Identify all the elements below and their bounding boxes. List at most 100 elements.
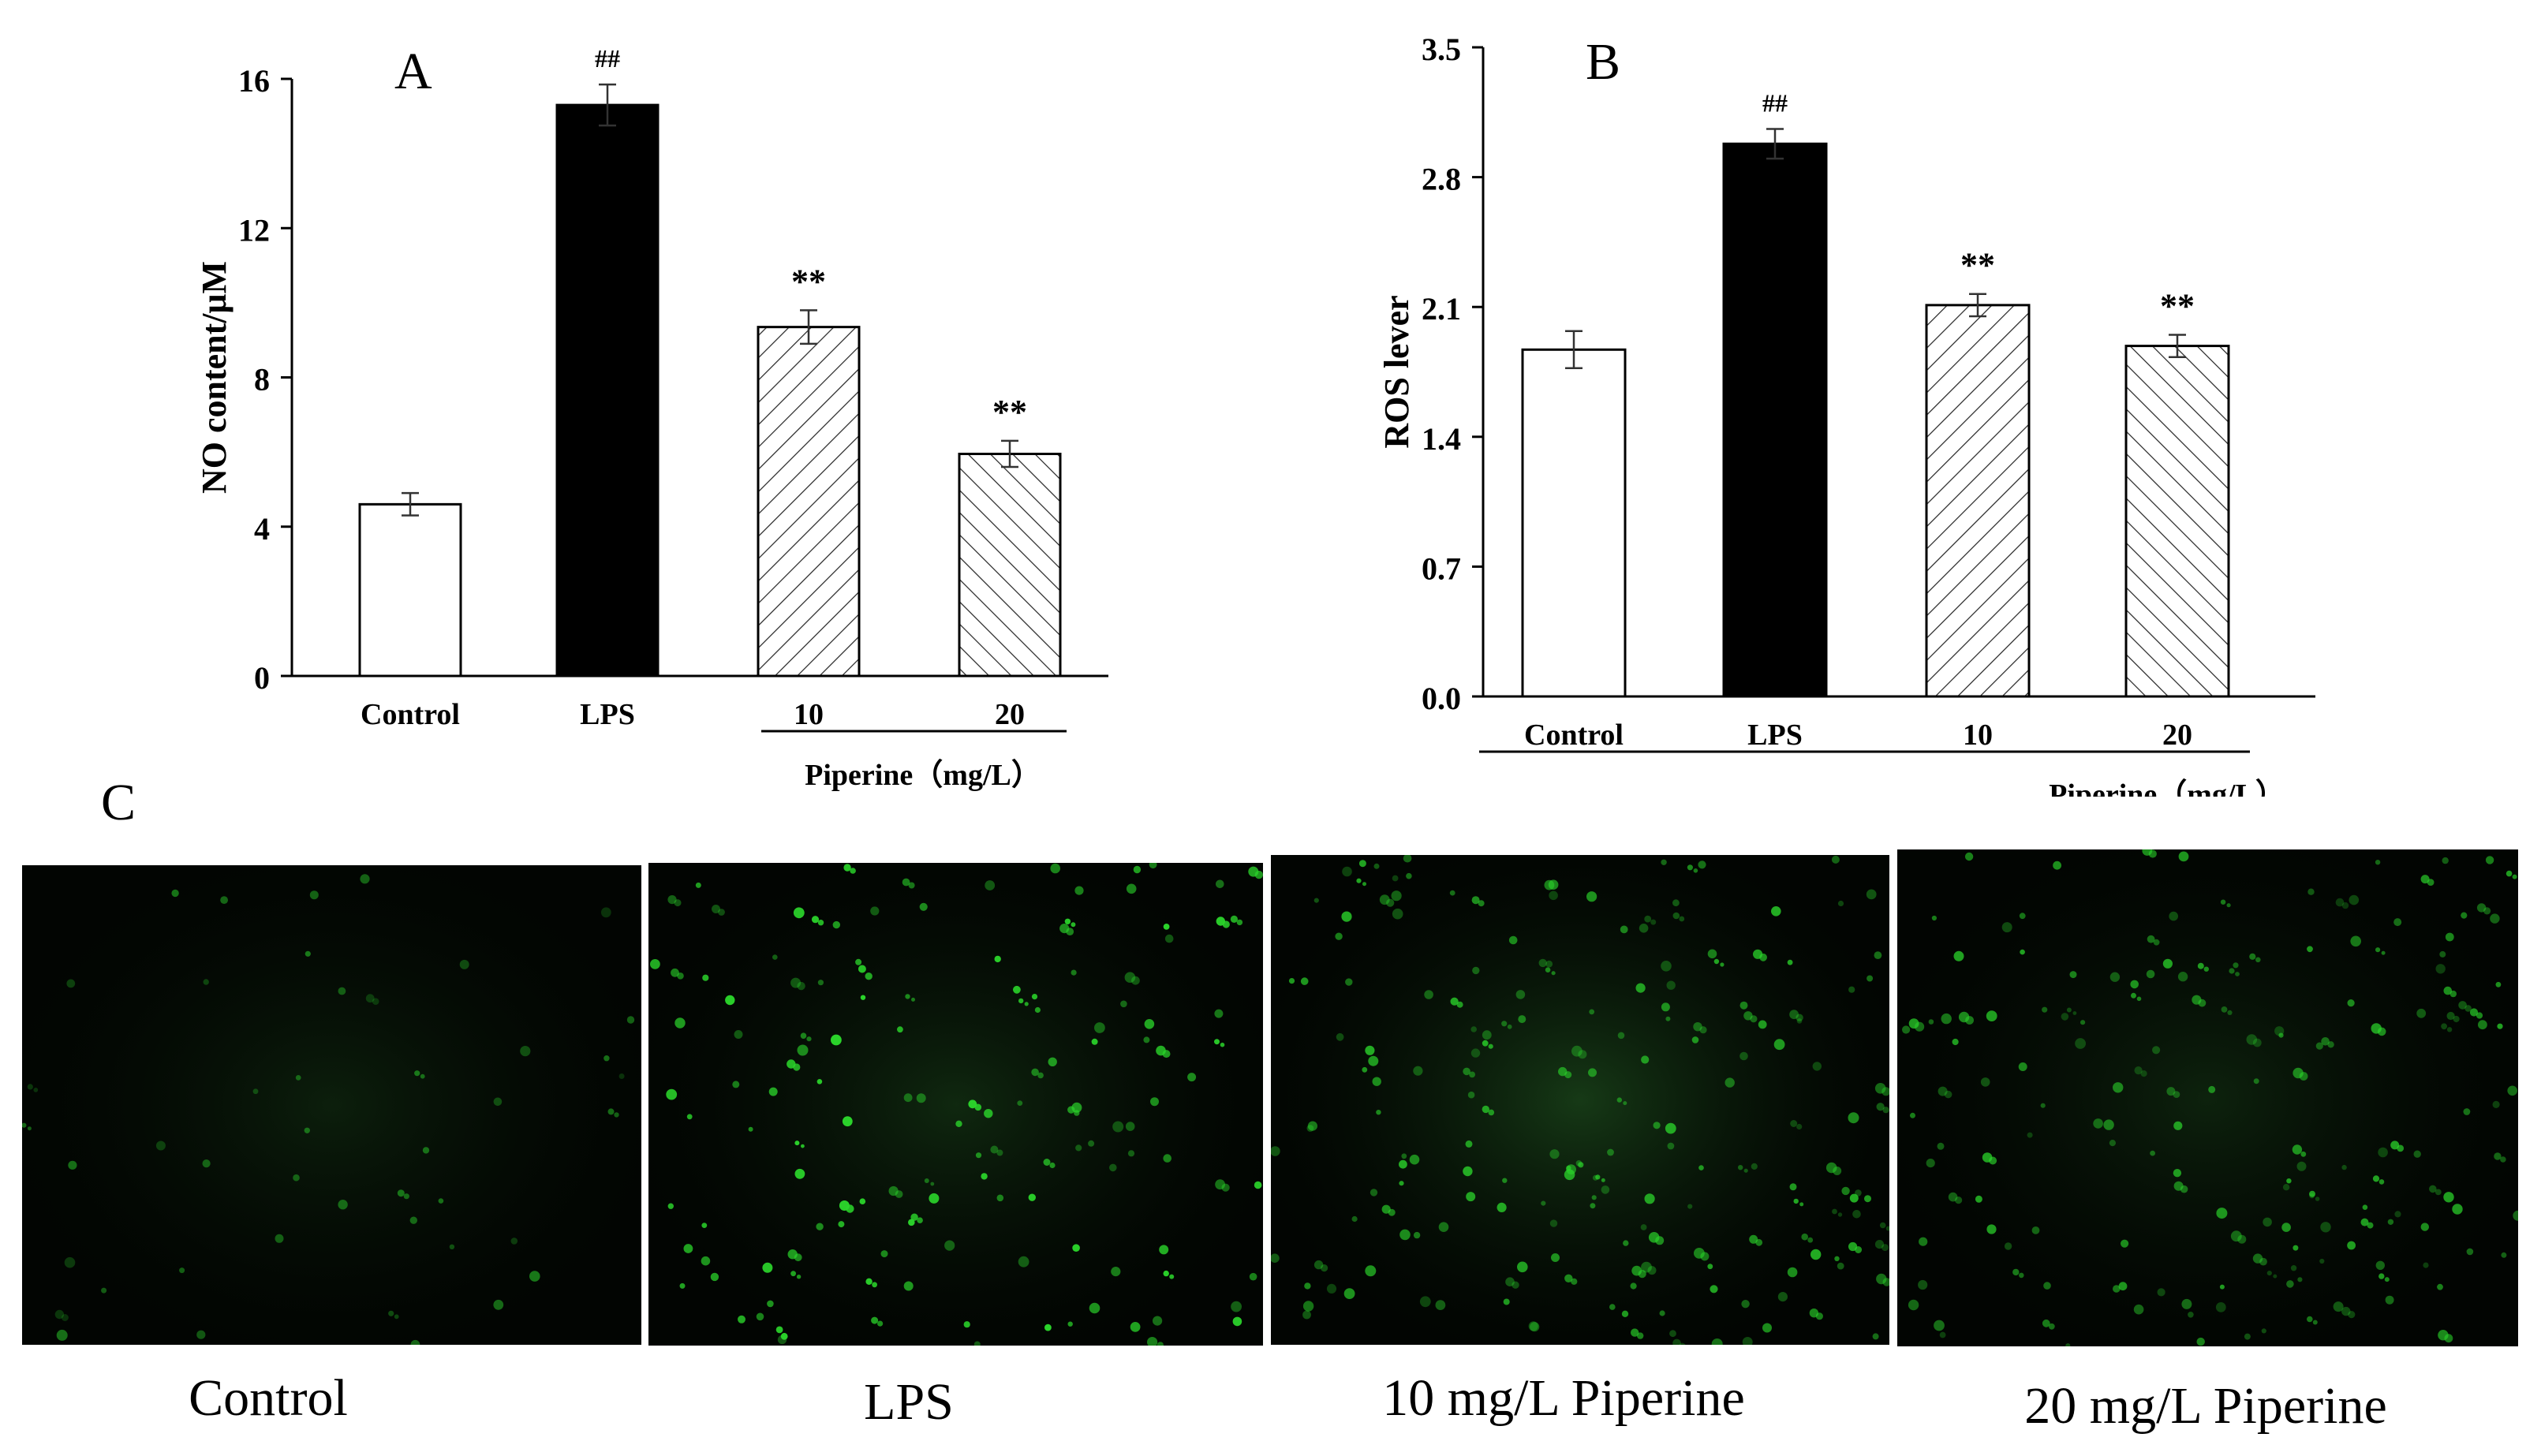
fluorescent-cell [618,1073,625,1079]
fluorescent-cell [2282,1184,2290,1191]
fluorescent-cell [1635,983,1646,993]
fluorescent-cell [1852,1210,1861,1219]
micrograph-image [1897,849,2518,1346]
fluorescent-cell [910,1213,918,1221]
fluorescent-cell [666,1088,678,1100]
x-tick-label: Control [361,698,460,731]
fluorescent-cell [793,907,805,919]
fluorescent-cell [1018,998,1024,1004]
fluorescent-cell [1463,1067,1470,1076]
fluorescent-cell [2360,1218,2369,1226]
fluorescent-cell [1149,863,1157,869]
significance-marker: ** [1960,246,1995,285]
fluorescent-cell [1362,1066,1368,1073]
fluorescent-cell [1307,1121,1317,1131]
chart-b: 0.0 0.7 1.4 2.1 2.8 3.5 ROS lever B Control ## LPS… [1377,32,2315,797]
fluorescent-cell [1659,1310,1665,1316]
fluorescent-cell [1653,1122,1661,1129]
fluorescent-cell [2362,1204,2368,1210]
fluorescent-cell [832,920,840,929]
fluorescent-cell [338,1200,348,1210]
fluorescent-cell [410,1339,420,1345]
fluorescent-cell [1488,1109,1495,1116]
fluorescent-cell [817,980,824,986]
fluorescent-cell [762,1262,773,1273]
fluorescent-cell [1549,890,1558,901]
fluorescent-cell [734,1030,743,1039]
fluorescent-cell [2441,1023,2447,1030]
fluorescent-cell [1545,960,1553,968]
fluorescent-cell [1470,1026,1477,1032]
fluorescent-cell [1465,1140,1473,1148]
fluorescent-cell [2390,1141,2400,1150]
y-tick-label: 3.5 [1422,32,1461,67]
fluorescent-cell [650,959,660,969]
fluorescent-cell [1848,1112,1859,1124]
fluorescent-cell [1372,1077,1381,1086]
fluorescent-cell [1698,1165,1704,1170]
fluorescent-cell [838,1221,845,1228]
fluorescent-cell [794,1168,805,1179]
fluorescent-cell [1512,1281,1519,1289]
fluorescent-cell [1815,1312,1823,1320]
fluorescent-cell [1953,950,1964,961]
fluorescent-cell [2385,1295,2394,1305]
fluorescent-cell [1874,1240,1885,1249]
bar-20 [958,452,1062,678]
fluorescent-cell [860,995,866,1000]
fluorescent-cell [800,1032,807,1039]
fluorescent-cell [2181,1298,2192,1309]
fluorescent-cell [1713,958,1720,965]
fluorescent-cell [859,1198,866,1204]
fluorescent-cell [1641,1055,1650,1064]
fluorescent-cell [155,1141,166,1151]
fluorescent-cell [2458,1001,2467,1010]
fluorescent-cell [679,1282,686,1289]
fluorescent-cell [1586,891,1597,902]
fluorescent-cell [2220,899,2226,905]
fluorescent-cell [1163,924,1170,930]
fluorescent-cell [767,1300,774,1308]
fluorescent-cell [1031,1068,1039,1077]
fluorescent-cell [409,1216,417,1224]
fluorescent-cell [2140,1070,2147,1077]
fluorescent-cell [1028,1193,1036,1201]
caption-10mgl-piperine: 10 mg/L Piperine [1382,1369,1745,1427]
fluorescent-cell [1124,972,1136,983]
fluorescent-cell [2286,1280,2294,1288]
fluorescent-cell [1162,1050,1171,1058]
fluorescent-cell [1424,990,1433,999]
fluorescent-cell [1707,949,1717,959]
fluorescent-cell [2476,903,2487,913]
fluorescent-cell [1601,1178,1605,1182]
fluorescent-cell [1601,1185,1610,1194]
fluorescent-cell [626,1016,635,1024]
fluorescent-cell [996,1149,1003,1156]
fluorescent-cell [2061,1013,2069,1021]
fluorescent-cell [2216,1208,2228,1219]
fluorescent-cell [1759,953,1767,961]
fluorescent-cell [1787,1267,1798,1278]
fluorescent-cell [1482,1040,1489,1047]
fluorescent-cell [2215,1302,2226,1312]
fluorescent-cell [1544,879,1555,890]
fluorescent-cell [1074,886,1084,895]
fluorescent-cell [2478,1020,2487,1030]
fluorescent-cell [1832,1208,1837,1215]
fluorescent-cell [2435,964,2446,974]
fluorescent-cell [1482,1030,1492,1040]
fluorescent-cell [1986,1010,1997,1021]
fluorescent-cell [2485,856,2494,864]
fluorescent-cell [414,1070,420,1077]
fluorescent-cell [2134,1066,2143,1075]
fluorescent-cell [2131,992,2136,999]
fluorescent-cell [968,1099,977,1109]
fluorescent-cell [1388,1208,1396,1216]
fluorescent-cell [2266,1271,2272,1276]
fluorescent-cell [2233,962,2239,969]
fluorescent-cell [2490,913,2500,924]
fluorescent-cell [1126,883,1137,894]
fluorescent-cell [2253,1078,2259,1085]
fluorescent-cell [683,1244,693,1253]
panel-letter: B [1586,33,1620,91]
